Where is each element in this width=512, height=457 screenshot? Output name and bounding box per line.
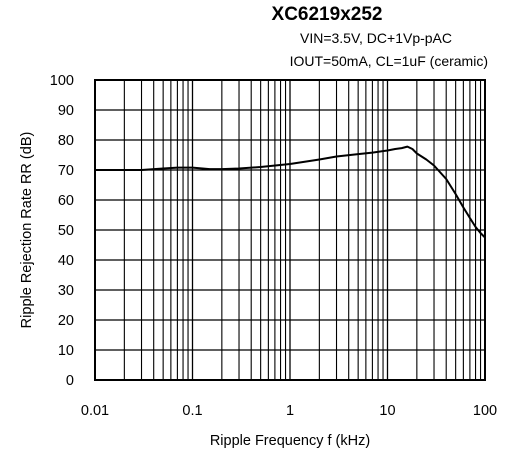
x-tick-label: 1	[286, 403, 294, 419]
y-tick-label: 10	[58, 343, 74, 359]
x-tick-label: 100	[473, 403, 497, 419]
y-tick-label: 90	[58, 103, 74, 119]
y-tick-label: 80	[58, 133, 74, 149]
y-tick-label: 60	[58, 193, 74, 209]
x-tick-label: 0.01	[81, 403, 109, 419]
y-tick-label: 0	[66, 373, 74, 389]
y-tick-label: 70	[58, 163, 74, 179]
y-tick-label: 30	[58, 283, 74, 299]
y-tick-label: 100	[50, 73, 74, 89]
chart-title: XC6219x252	[272, 4, 383, 25]
y-tick-label: 20	[58, 313, 74, 329]
tick-labels: 0 10 20 30 40 50 60 70 80 90 100 0.01 0.1 1 10 100	[50, 73, 497, 419]
y-tick-label: 40	[58, 253, 74, 269]
x-tick-label: 10	[379, 403, 395, 419]
chart-subtitle-line-1: VIN=3.5V, DC+1Vp-pAC	[300, 30, 452, 46]
series-layer	[95, 145, 486, 239]
y-tick-label: 50	[58, 223, 74, 239]
y-axis-label: Ripple Rejection Rate RR (dB)	[19, 132, 35, 329]
plot-frame	[94, 79, 486, 381]
grid	[94, 79, 485, 381]
x-tick-label: 0.1	[182, 403, 202, 419]
series-line-0	[95, 145, 486, 239]
chart-subtitle-line-2: IOUT=50mA, CL=1uF (ceramic)	[290, 53, 488, 69]
x-axis-label: Ripple Frequency f (kHz)	[210, 433, 370, 449]
